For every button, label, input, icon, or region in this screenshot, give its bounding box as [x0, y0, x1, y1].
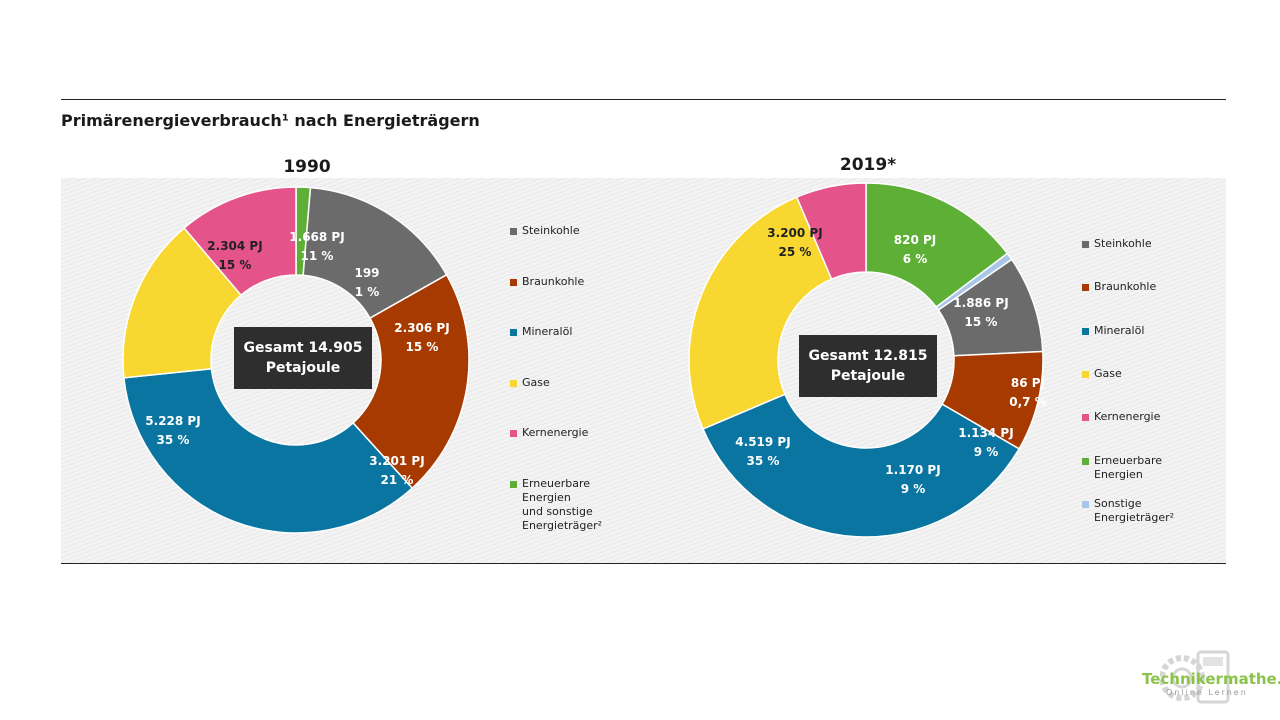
- legend-label: Braunkohle: [522, 274, 585, 288]
- legend-item-sonstige: Sonstige Energieträger²: [1082, 497, 1174, 525]
- total-unit: Petajoule: [265, 360, 341, 376]
- gear-calculator-icon: [1160, 650, 1230, 704]
- legend-item-kernenergie: Kernenergie: [1082, 410, 1160, 424]
- legend-swatch: [510, 480, 517, 488]
- total-label: Gesamt 12.815: [808, 348, 928, 364]
- legend-swatch: [1082, 370, 1089, 378]
- legend-swatch: [1082, 327, 1089, 335]
- legend-swatch: [1082, 500, 1089, 508]
- legend-swatch: [1082, 457, 1089, 465]
- slice-percent-label-mineraloel: 35 %: [747, 454, 780, 468]
- legend-label: Gase: [1094, 366, 1122, 380]
- total-box-1990: Gesamt 14.905 Petajoule: [234, 327, 372, 389]
- slice-value-label-sonstige: 86 PJ: [1011, 376, 1045, 390]
- slice-percent-label-braunkohle: 9 %: [901, 482, 926, 496]
- slice-percent-label-kernenergie: 6 %: [903, 252, 928, 266]
- slice-value-label-braunkohle: 1.170 PJ: [885, 463, 940, 477]
- donut-chart-1990: 199 1 % 2.306 PJ 15 % 3.201 PJ 21 % 5.228 PJ 35…: [122, 186, 470, 534]
- bottom-rule: [61, 563, 1226, 564]
- legend-item-erneuerbare: Erneuerbare Energien und sonstige Energi…: [510, 477, 602, 533]
- slice-value-label-mineraloel: 5.228 PJ: [145, 414, 200, 428]
- watermark-text: Technikermathe.de: [1142, 670, 1280, 688]
- watermark-logo: Technikermathe.de Online Lernen: [1138, 648, 1280, 708]
- legend-label: Braunkohle: [1094, 280, 1157, 294]
- legend-label: Steinkohle: [522, 224, 580, 237]
- slice-value-label-erneuerbare: 1.886 PJ: [953, 296, 1008, 310]
- donut-slice-kernenergie: [183, 186, 297, 297]
- legend-item-steinkohle: Steinkohle: [1082, 237, 1152, 251]
- legend-swatch: [510, 329, 517, 336]
- slice-percent-label-erneuerbare: 1 %: [355, 285, 380, 299]
- donut-slice-braunkohle: [352, 273, 470, 490]
- donut-slice-mineraloel: [123, 367, 414, 534]
- chart-title-2019: 2019*: [839, 155, 897, 175]
- legend-item-kernenergie: Kernenergie: [510, 426, 588, 440]
- slice-value-label-mineraloel: 4.519 PJ: [735, 435, 790, 449]
- slice-value-label-erneuerbare: 199: [354, 266, 379, 280]
- legend-label: Kernenergie: [1094, 410, 1161, 424]
- legend-label: Mineralöl: [1094, 323, 1145, 337]
- legend-label: Sonstige Energieträger²: [1094, 496, 1175, 524]
- legend-label: Gase: [522, 375, 550, 389]
- slice-percent-label-kernenergie: 11 %: [301, 249, 334, 263]
- total-label: Gesamt 14.905: [243, 340, 363, 356]
- slice-value-label-braunkohle: 3.201 PJ: [369, 454, 424, 468]
- slice-value-label-gase: 3.200 PJ: [767, 226, 822, 240]
- legend-item-erneuerbare: Erneuerbare Energien: [1082, 454, 1162, 482]
- donut-slice-kernenergie: [795, 182, 867, 281]
- slice-value-label-kernenergie: 1.668 PJ: [289, 230, 344, 244]
- slice-value-label-steinkohle: 2.306 PJ: [394, 321, 449, 335]
- legend-swatch: [510, 430, 517, 437]
- slice-percent-label-gase: 15 %: [219, 258, 252, 272]
- slice-percent-label-gase: 25 %: [779, 245, 812, 259]
- legend-swatch: [510, 228, 517, 235]
- legend-label: Mineralöl: [522, 325, 573, 338]
- legend-label: Erneuerbare Energien: [1094, 453, 1163, 481]
- top-rule: [61, 99, 1226, 100]
- slice-percent-label-steinkohle: 15 %: [406, 340, 439, 354]
- donut-slice-gase: [122, 226, 243, 379]
- slice-percent-label-mineraloel: 35 %: [157, 433, 190, 447]
- slice-percent-label-braunkohle: 21 %: [381, 473, 414, 487]
- legend-item-gase: Gase: [1082, 367, 1122, 381]
- legend-item-braunkohle: Braunkohle: [510, 275, 584, 289]
- legend-swatch: [1082, 284, 1089, 292]
- legend-label: Erneuerbare Energien und sonstige Energi…: [522, 476, 603, 532]
- legend-item-braunkohle: Braunkohle: [1082, 280, 1156, 294]
- page-title: Primärenergieverbrauch¹ nach Energieträg…: [61, 111, 480, 130]
- slice-percent-label-steinkohle: 9 %: [974, 445, 999, 459]
- slice-percent-label-erneuerbare: 15 %: [965, 315, 998, 329]
- total-unit: Petajoule: [830, 368, 906, 384]
- donut-slice-mineraloel: [702, 393, 1021, 538]
- legend-item-mineraloel: Mineralöl: [1082, 324, 1144, 338]
- legend-swatch: [510, 379, 517, 387]
- chart-title-1990: 1990: [283, 157, 331, 177]
- donut-chart-2019: 1.886 PJ 15 % 86 PJ 0,7 % 1.134 PJ 9 % 1.170 P…: [688, 182, 1047, 538]
- watermark-subtext: Online Lernen: [1166, 688, 1248, 697]
- legend-item-steinkohle: Steinkohle: [510, 224, 580, 238]
- legend-swatch: [510, 278, 517, 286]
- slice-value-label-gase: 2.304 PJ: [207, 239, 262, 253]
- donut-slice-steinkohle: [302, 186, 448, 320]
- legend-swatch: [1082, 414, 1089, 422]
- slice-value-label-kernenergie: 820 PJ: [894, 233, 937, 247]
- slice-percent-label-sonstige: 0,7 %: [1009, 395, 1046, 409]
- legend-item-gase: Gase: [510, 376, 550, 390]
- legend-label: Kernenergie: [522, 426, 589, 439]
- slice-value-label-steinkohle: 1.134 PJ: [958, 426, 1013, 440]
- legend-swatch: [1082, 241, 1089, 248]
- total-box-2019: Gesamt 12.815 Petajoule: [799, 335, 937, 397]
- donut-slice-gase: [688, 196, 833, 430]
- legend-label: Steinkohle: [1094, 237, 1152, 250]
- legend-item-mineraloel: Mineralöl: [510, 325, 572, 339]
